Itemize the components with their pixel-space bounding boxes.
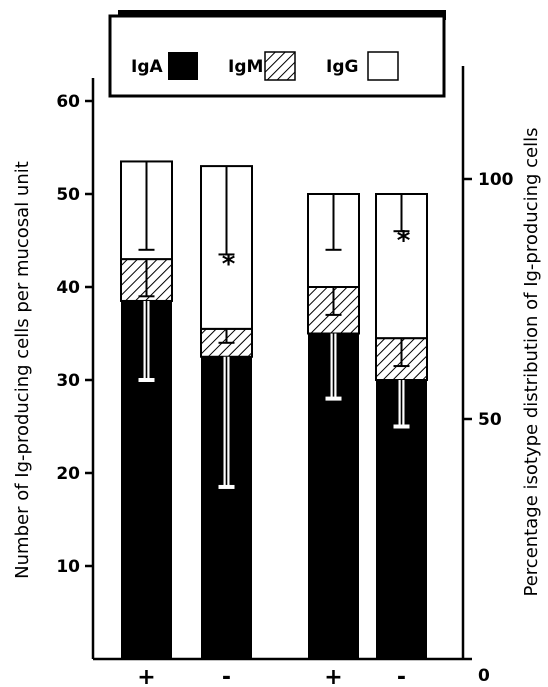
- bars: + - + - * *: [120, 160, 428, 687]
- legend-swatch-iga: [168, 52, 198, 80]
- right-tick-label: 0: [478, 666, 490, 686]
- legend-label-iga: IgA: [131, 57, 163, 77]
- left-tick-label: 20: [56, 464, 80, 484]
- category-label: +: [324, 665, 342, 687]
- left-axis-title: Number of Ig-producing cells per mucosal…: [12, 161, 33, 579]
- significance-star: *: [397, 226, 411, 256]
- category-label: -: [222, 665, 231, 687]
- legend-label-igg: IgG: [326, 57, 358, 77]
- category-label: +: [137, 665, 155, 687]
- legend-swatch-igm: [264, 51, 296, 81]
- legend-swatch-igg: [367, 51, 399, 81]
- left-tick-label: 60: [56, 92, 80, 112]
- right-tick-label: 100: [478, 170, 514, 190]
- left-tick-label: 30: [56, 371, 80, 391]
- right-axis-ticks: 0 50 100: [463, 170, 514, 686]
- legend: IgA IgM IgG: [108, 10, 446, 98]
- category-label: -: [397, 665, 406, 687]
- legend-label-igm: IgM: [228, 57, 263, 77]
- left-axis-ticks: 10 20 30 40 50 60: [56, 92, 93, 577]
- left-tick-label: 50: [56, 185, 80, 205]
- left-tick-label: 10: [56, 557, 80, 577]
- left-tick-label: 40: [56, 278, 80, 298]
- right-axis-title: Percentage isotype distribution of Ig-pr…: [521, 128, 542, 597]
- significance-star: *: [222, 249, 236, 279]
- right-tick-label: 50: [478, 410, 502, 430]
